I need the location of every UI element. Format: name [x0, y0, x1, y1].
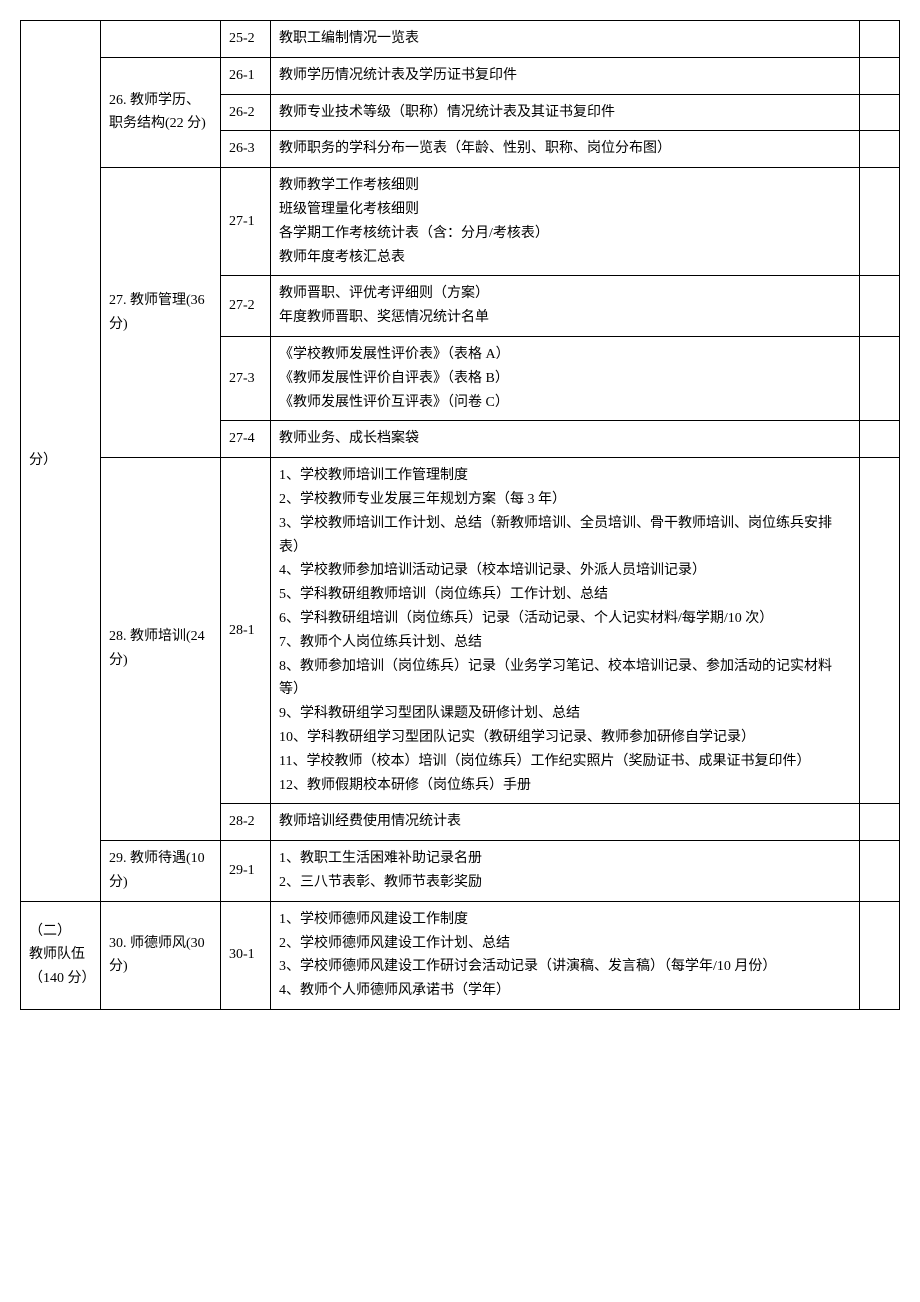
section-cell: 分）	[21, 21, 101, 902]
content-cell: 教师职务的学科分布一览表（年龄、性别、职称、岗位分布图）	[271, 131, 860, 168]
content-cell: 1、教职工生活困难补助记录名册 2、三八节表彰、教师节表彰奖励	[271, 841, 860, 902]
content-cell: 1、学校教师培训工作管理制度 2、学校教师专业发展三年规划方案（每 3 年） 3…	[271, 458, 860, 804]
content-cell: 《学校教师发展性评价表》（表格 A） 《教师发展性评价自评表》（表格 B） 《教…	[271, 336, 860, 420]
table-row: （二） 教师队伍 （140 分） 30. 师德师风(30分) 30-1 1、学校…	[21, 901, 900, 1009]
code-cell: 28-2	[221, 804, 271, 841]
group-cell: 27. 教师管理(36分)	[101, 168, 221, 458]
table-row: 27. 教师管理(36分) 27-1 教师教学工作考核细则 班级管理量化考核细则…	[21, 168, 900, 276]
note-cell	[860, 336, 900, 420]
section-cell: （二） 教师队伍 （140 分）	[21, 901, 101, 1009]
note-cell	[860, 57, 900, 94]
code-cell: 29-1	[221, 841, 271, 902]
code-cell: 30-1	[221, 901, 271, 1009]
table-row: 28. 教师培训(24分) 28-1 1、学校教师培训工作管理制度 2、学校教师…	[21, 458, 900, 804]
note-cell	[860, 421, 900, 458]
code-cell: 27-1	[221, 168, 271, 276]
content-cell: 教师学历情况统计表及学历证书复印件	[271, 57, 860, 94]
code-cell: 26-1	[221, 57, 271, 94]
table-row: 29. 教师待遇(10分) 29-1 1、教职工生活困难补助记录名册 2、三八节…	[21, 841, 900, 902]
group-cell: 30. 师德师风(30分)	[101, 901, 221, 1009]
content-cell: 教师培训经费使用情况统计表	[271, 804, 860, 841]
code-cell: 27-3	[221, 336, 271, 420]
group-cell: 29. 教师待遇(10分)	[101, 841, 221, 902]
note-cell	[860, 94, 900, 131]
note-cell	[860, 168, 900, 276]
content-cell: 1、学校师德师风建设工作制度 2、学校师德师风建设工作计划、总结 3、学校师德师…	[271, 901, 860, 1009]
note-cell	[860, 458, 900, 804]
note-cell	[860, 131, 900, 168]
evaluation-table: 分） 25-2 教职工编制情况一览表 26. 教师学历、职务结构(22 分) 2…	[20, 20, 900, 1010]
content-cell: 教师教学工作考核细则 班级管理量化考核细则 各学期工作考核统计表（含：分月/考核…	[271, 168, 860, 276]
group-cell: 28. 教师培训(24分)	[101, 458, 221, 841]
code-cell: 27-4	[221, 421, 271, 458]
code-cell: 28-1	[221, 458, 271, 804]
code-cell: 25-2	[221, 21, 271, 58]
code-cell: 26-2	[221, 94, 271, 131]
group-cell	[101, 21, 221, 58]
code-cell: 26-3	[221, 131, 271, 168]
note-cell	[860, 841, 900, 902]
content-cell: 教师业务、成长档案袋	[271, 421, 860, 458]
note-cell	[860, 276, 900, 337]
table-row: 分） 25-2 教职工编制情况一览表	[21, 21, 900, 58]
content-cell: 教师专业技术等级（职称）情况统计表及其证书复印件	[271, 94, 860, 131]
content-cell: 教师晋职、评优考评细则（方案） 年度教师晋职、奖惩情况统计名单	[271, 276, 860, 337]
table-row: 26. 教师学历、职务结构(22 分) 26-1 教师学历情况统计表及学历证书复…	[21, 57, 900, 94]
content-cell: 教职工编制情况一览表	[271, 21, 860, 58]
group-cell: 26. 教师学历、职务结构(22 分)	[101, 57, 221, 167]
note-cell	[860, 901, 900, 1009]
code-cell: 27-2	[221, 276, 271, 337]
note-cell	[860, 21, 900, 58]
note-cell	[860, 804, 900, 841]
